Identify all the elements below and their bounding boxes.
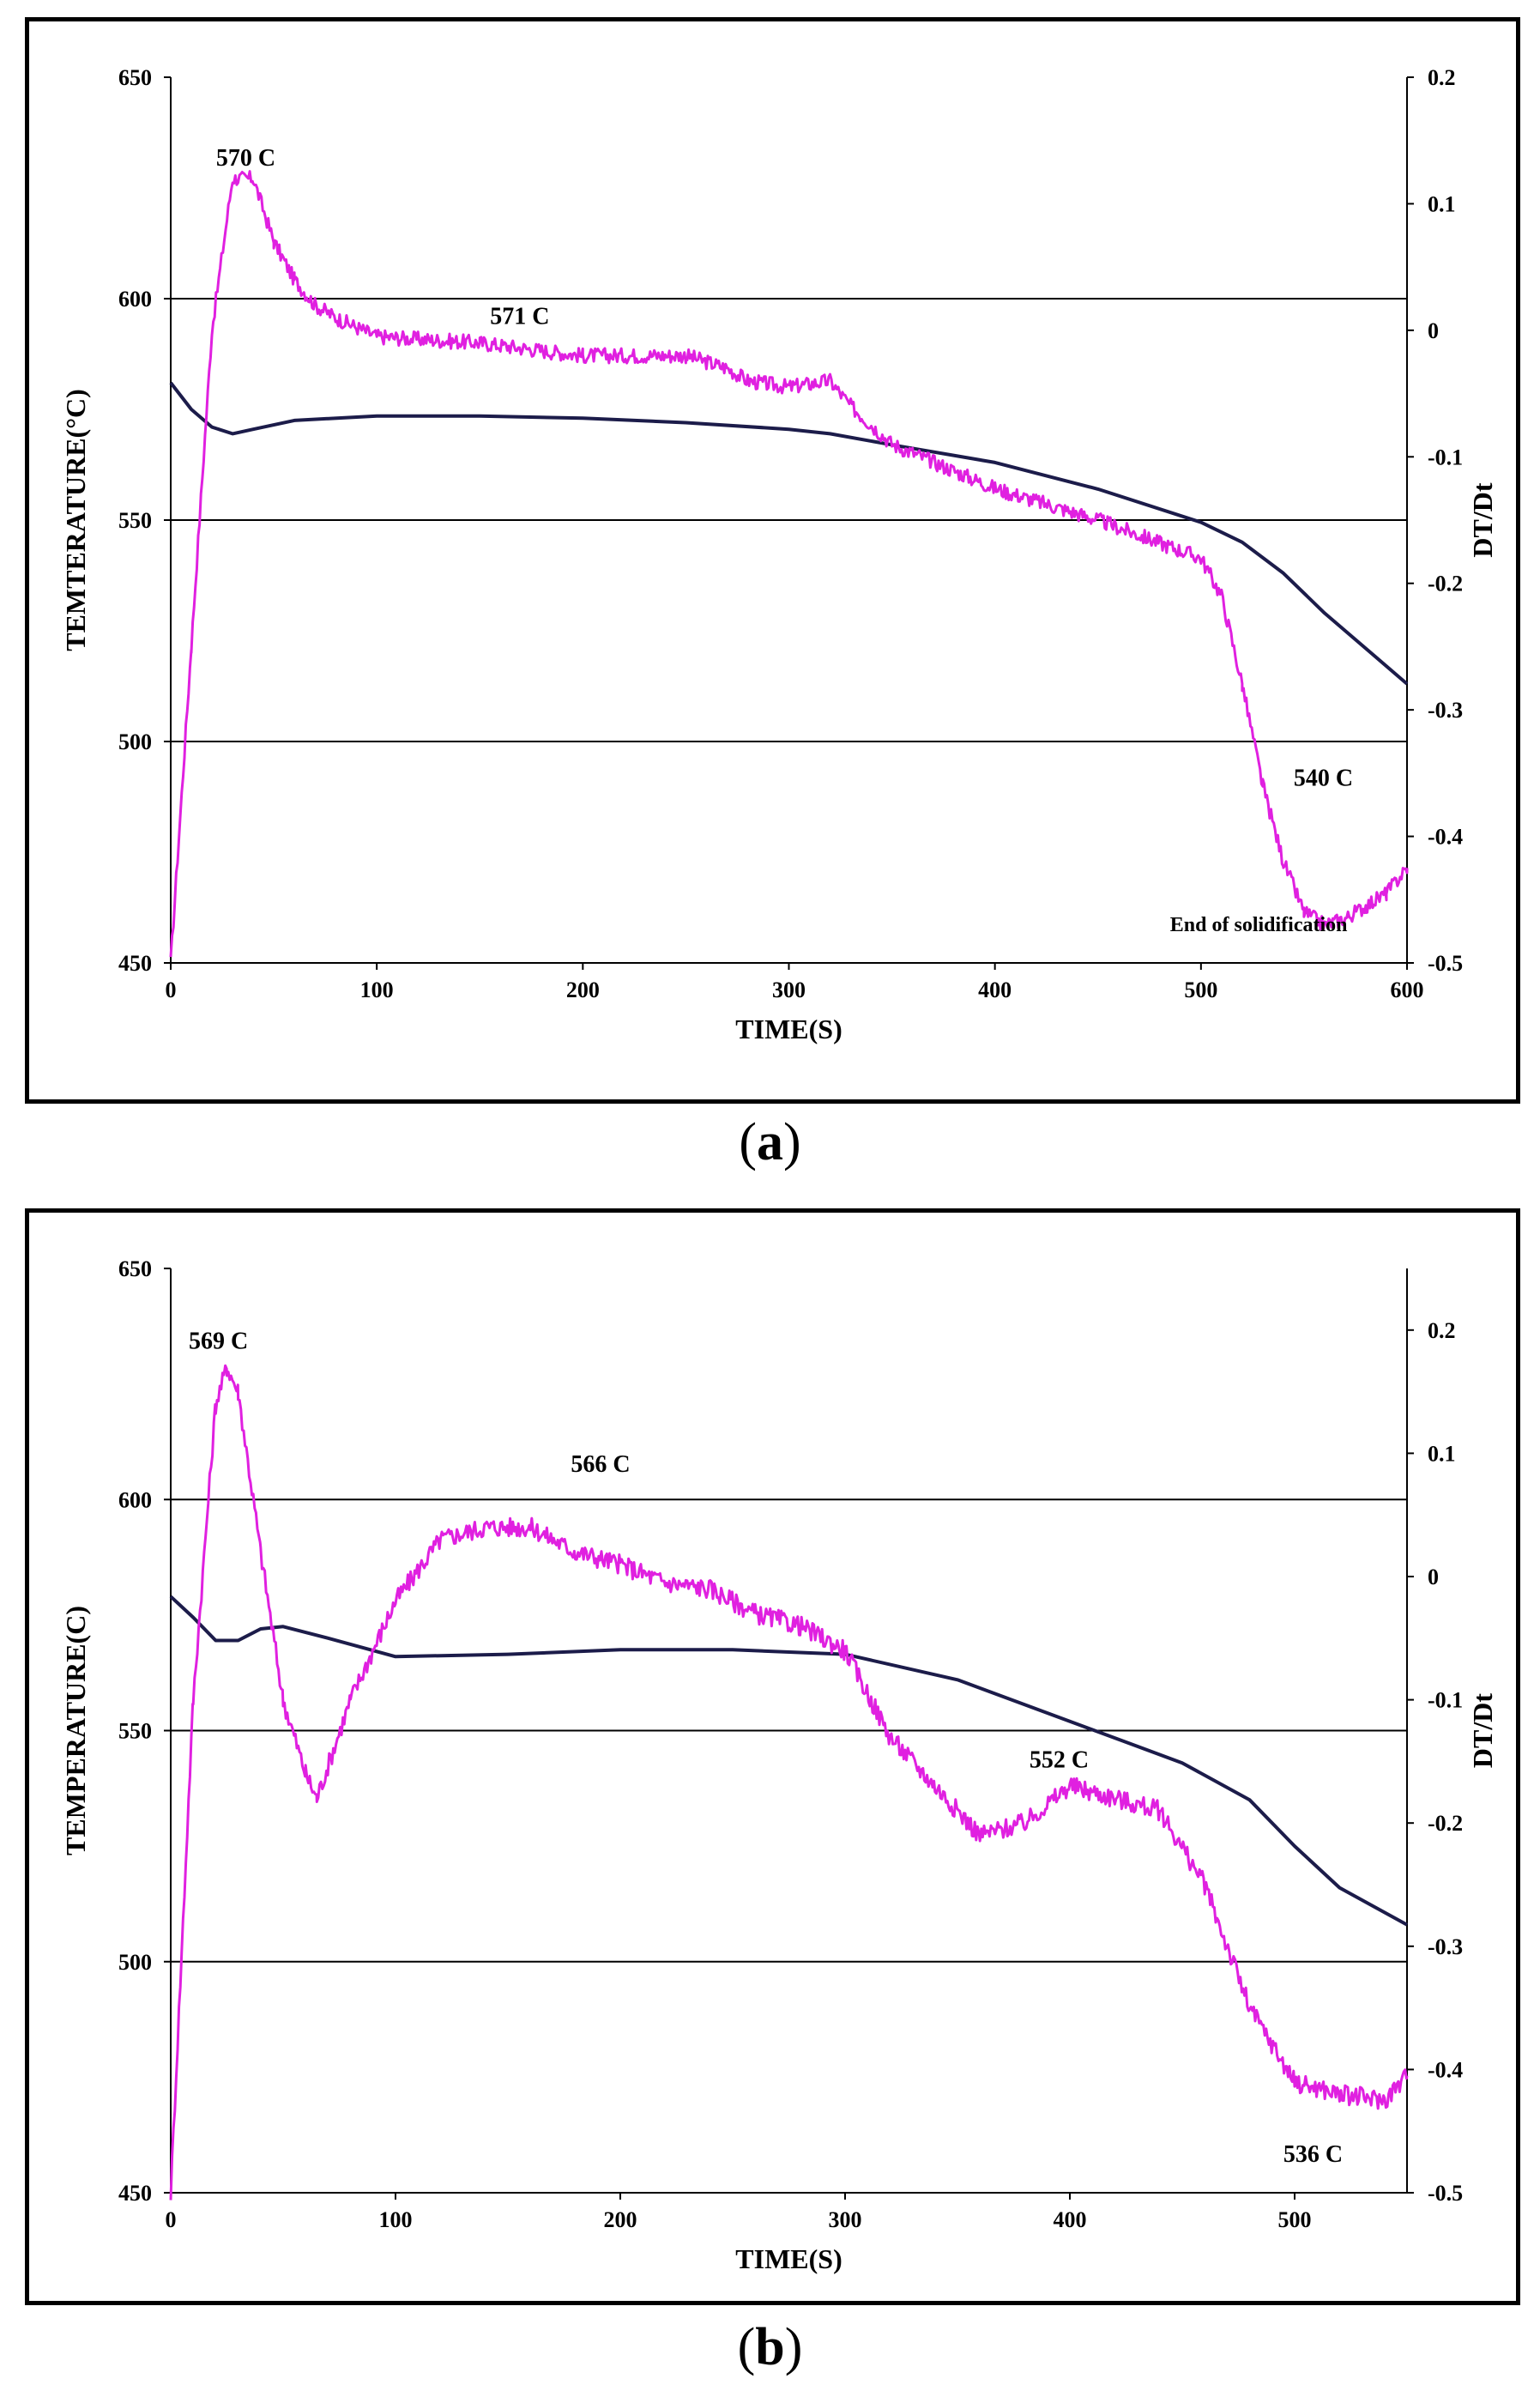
y2-tick-label: -0.1 — [1428, 445, 1463, 469]
y2-axis-title: DT/Dt — [1467, 1693, 1498, 1768]
y2-tick-label: -0.1 — [1428, 1688, 1463, 1713]
annotation-label: 566 C — [571, 1451, 630, 1478]
chart-b: 0 100 200 300 400 500 450 500 550 600 650 0.2 0.1 0 -0… — [60, 1256, 1498, 2274]
y2-tick-label: 0.2 — [1428, 65, 1456, 90]
y-tick-label: 600 — [118, 287, 152, 312]
x-tick-label: 300 — [772, 978, 806, 1002]
y2-tick-label: -0.4 — [1428, 825, 1463, 850]
y2-tick-label: 0 — [1428, 318, 1439, 343]
y-tick-label: 500 — [118, 1950, 152, 1975]
y2-tick-label: -0.5 — [1428, 2181, 1463, 2206]
y-axis-title: TEMPERATURE(C) — [60, 1606, 91, 1855]
x-tick-label: 200 — [604, 2207, 637, 2232]
x-tick-label: 0 — [166, 978, 177, 1002]
chart-panel-b: 0 100 200 300 400 500 450 500 550 600 650 0.2 0.1 0 -0… — [25, 1208, 1520, 2305]
y2-tick-label: -0.5 — [1428, 951, 1463, 976]
y2-tick-label: -0.3 — [1428, 698, 1463, 723]
y-tick-label: 650 — [118, 1256, 152, 1281]
y-tick-label: 550 — [118, 1719, 152, 1744]
annotation-label: 552 C — [1030, 1747, 1089, 1774]
annotation-label: 569 C — [189, 1328, 248, 1354]
x-tick-label: 500 — [1184, 978, 1217, 1002]
annotation-label: 570 C — [216, 145, 275, 172]
y-tick-label: 600 — [118, 1487, 152, 1512]
y2-tick-label: 0.1 — [1428, 1441, 1456, 1466]
caption-letter-b: b — [755, 2318, 785, 2376]
y-tick-label: 650 — [118, 65, 152, 90]
chart-panel-a: 0 100 200 300 400 500 600 450 500 550 600 650 0.2 0.1… — [25, 17, 1520, 1104]
y2-tick-label: -0.4 — [1428, 2057, 1463, 2082]
x-tick-label: 0 — [166, 2207, 177, 2232]
annotation-label: 536 C — [1283, 2141, 1343, 2168]
y2-tick-label: 0.1 — [1428, 191, 1456, 216]
x-tick-label: 400 — [978, 978, 1012, 1002]
x-tick-label: 300 — [829, 2207, 862, 2232]
y2-tick-label: 0.2 — [1428, 1318, 1456, 1343]
chart-a: 0 100 200 300 400 500 600 450 500 550 600 650 0.2 0.1… — [60, 65, 1498, 1044]
y2-tick-label: -0.2 — [1428, 572, 1463, 596]
x-tick-label: 200 — [566, 978, 600, 1002]
x-axis-title: TIME(S) — [735, 2243, 842, 2274]
caption-b: (b) — [737, 2318, 803, 2376]
annotation-note: End of solidification — [1170, 914, 1348, 936]
y2-axis-title: DT/Dt — [1467, 482, 1498, 557]
series-temperature-line — [169, 381, 1409, 686]
y2-tick-label: 0 — [1428, 1565, 1439, 1589]
y-tick-label: 550 — [118, 508, 152, 533]
caption-a: (a) — [739, 1113, 801, 1171]
x-axis-title: TIME(S) — [735, 1014, 842, 1044]
y-tick-label: 500 — [118, 729, 152, 754]
x-tick-label: 400 — [1054, 2207, 1087, 2232]
annotation-label: 540 C — [1294, 766, 1353, 792]
x-tick-label: 100 — [360, 978, 394, 1002]
x-tick-label: 100 — [379, 2207, 413, 2232]
y-tick-label: 450 — [118, 951, 152, 976]
series-dtdt-line — [169, 1364, 1409, 2200]
y-tick-label: 450 — [118, 2181, 152, 2206]
series-dtdt-line — [169, 170, 1409, 958]
series-temperature-line — [169, 1595, 1408, 1927]
annotation-label: 571 C — [490, 303, 549, 330]
y-axis-title: TEMTERATURE(°C) — [60, 389, 91, 651]
y2-tick-label: -0.3 — [1428, 1934, 1463, 1959]
x-tick-label: 600 — [1391, 978, 1424, 1002]
caption-letter-a: a — [757, 1113, 783, 1171]
y2-tick-label: -0.2 — [1428, 1811, 1463, 1836]
x-tick-label: 500 — [1278, 2207, 1312, 2232]
